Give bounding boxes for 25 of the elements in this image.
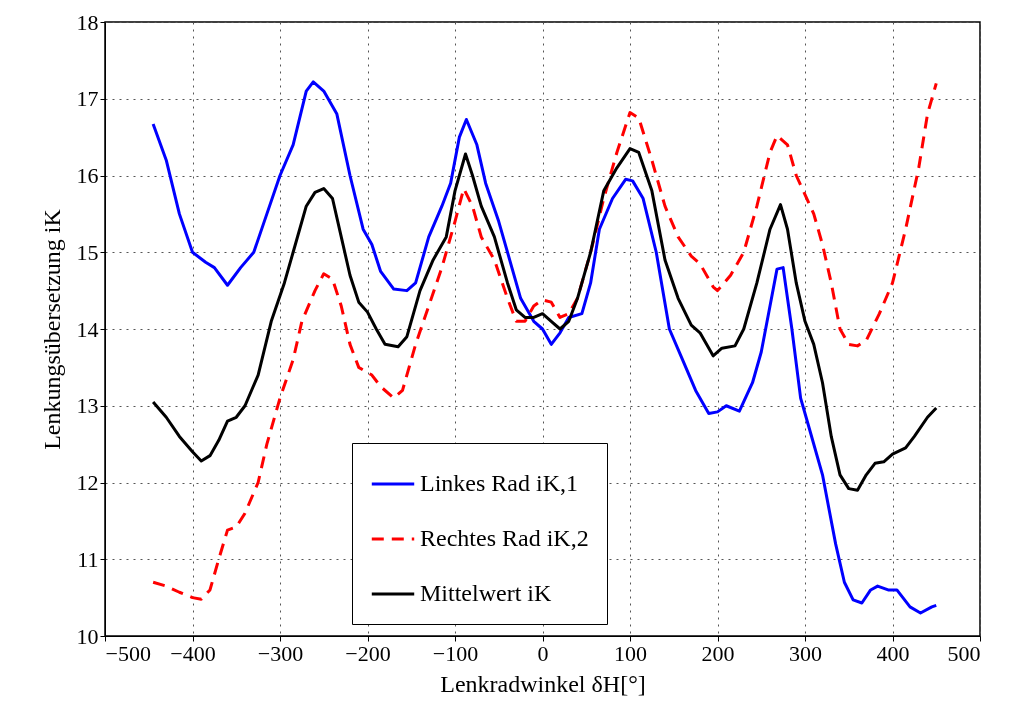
y-tick-label: 16 [76,163,99,188]
legend-label: Linkes Rad iK,1 [420,470,578,496]
x-tick-label: 200 [701,640,735,666]
y-tick-label: 17 [76,86,99,112]
x-tick-label: −500 [105,640,151,666]
y-tick-label: 14 [76,316,99,342]
x-tick-label: −300 [257,640,304,666]
y-tick-label: 11 [77,546,99,572]
y-axis-title: Lenkungsübersetzung iK [38,208,65,450]
legend-label: Mittelwert iK [420,580,552,606]
y-tick-label: 18 [76,9,99,35]
x-tick-label: 0 [537,640,549,666]
x-axis-title: Lenkradwinkel δH[°] [440,670,646,697]
x-tick-label: −400 [170,640,216,666]
x-tick-label: −100 [432,640,479,666]
x-tick-label: 500 [947,640,981,666]
y-tick-label: 15 [76,239,99,265]
x-tick-label: 400 [876,640,910,666]
x-tick-label: 300 [789,640,822,666]
y-tick-label: 10 [76,623,99,649]
y-tick-label: 13 [76,393,99,419]
y-tick-label: 12 [76,470,99,495]
x-tick-label: 100 [614,640,647,666]
legend-label: Rechtes Rad iK,2 [420,525,589,551]
x-tick-label: −200 [345,640,391,666]
